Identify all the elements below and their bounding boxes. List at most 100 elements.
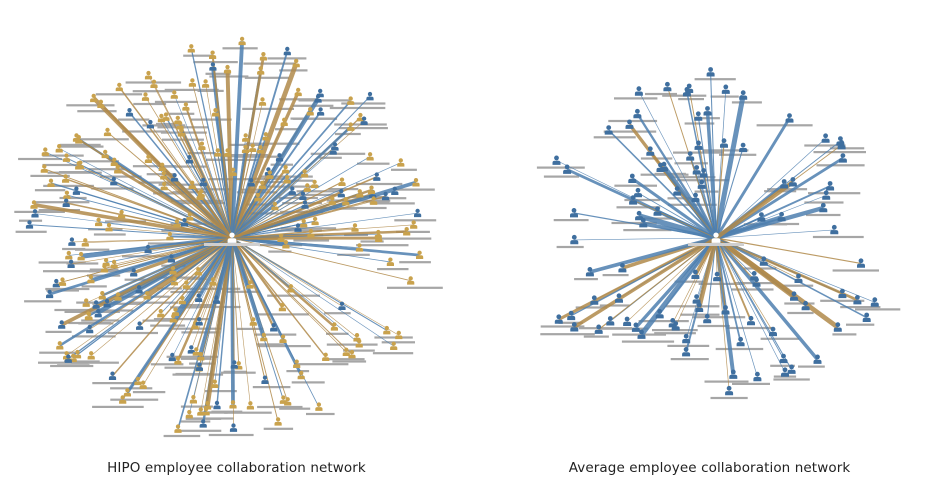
person-icon <box>246 401 254 410</box>
node-label-bar <box>280 227 337 230</box>
person-icon <box>55 144 63 153</box>
node-label-bar <box>245 142 300 145</box>
person-icon <box>747 315 755 326</box>
person-icon <box>788 177 797 187</box>
collaboration-edge <box>715 237 752 322</box>
person-icon <box>821 133 830 143</box>
person-icon <box>739 142 748 153</box>
node-label-bar <box>279 98 316 101</box>
person-icon <box>258 97 267 106</box>
collaboration-edge <box>715 138 826 239</box>
node-label-bar <box>394 219 437 222</box>
node-label-bar <box>224 411 272 414</box>
person-icon <box>90 93 98 103</box>
node-label-bar <box>39 351 77 354</box>
person-icon <box>202 79 210 88</box>
person-icon <box>567 310 576 321</box>
collaboration-edge <box>715 237 727 311</box>
collaboration-edge <box>169 235 233 240</box>
node-label-bar <box>15 230 47 233</box>
node-label-bar <box>556 245 584 249</box>
node-label-bar <box>68 321 111 325</box>
node-label-bar <box>14 210 65 213</box>
person-icon <box>271 201 279 211</box>
person-icon <box>146 119 154 129</box>
center-label-bar <box>688 243 744 246</box>
node-label-bar <box>193 61 238 64</box>
person-icon <box>270 323 278 332</box>
person-icon <box>86 324 94 334</box>
person-icon <box>84 311 92 320</box>
node-label-bar <box>205 390 237 393</box>
person-icon <box>315 402 323 411</box>
person-icon <box>563 164 572 174</box>
collaboration-edge <box>637 192 717 239</box>
person-icon <box>98 291 106 300</box>
node-label-bar <box>278 196 318 200</box>
person-icon <box>410 220 418 229</box>
person-icon <box>241 144 250 154</box>
node-label-bar <box>279 407 311 410</box>
person-icon <box>395 330 403 340</box>
person-icon <box>721 305 730 315</box>
person-icon <box>306 107 314 116</box>
person-icon <box>663 81 672 92</box>
node-label-bar <box>680 313 720 316</box>
person-icon <box>174 356 182 365</box>
node-label-bar <box>181 304 217 307</box>
node-label-bar <box>88 168 127 171</box>
person-icon <box>110 176 118 186</box>
person-icon <box>813 354 822 364</box>
collaboration-edge <box>231 206 276 239</box>
collaboration-edge <box>714 236 819 361</box>
person-icon <box>211 108 220 117</box>
node-label-bar <box>654 332 696 335</box>
person-icon <box>703 106 712 116</box>
person-icon <box>56 341 64 350</box>
collaboration-edge <box>231 237 394 347</box>
node-label-bar <box>692 316 746 319</box>
collaboration-edge <box>676 190 717 239</box>
person-icon <box>317 107 325 116</box>
node-label-bar <box>624 198 660 202</box>
node-label-bar <box>34 201 90 204</box>
node-label-bar <box>267 57 307 60</box>
person-icon <box>703 313 712 324</box>
person-icon <box>182 102 190 111</box>
person-icon <box>171 307 180 316</box>
node-label-bar <box>614 184 657 187</box>
person-icon <box>360 116 368 125</box>
collaboration-edge <box>231 237 343 307</box>
person-icon <box>853 295 862 305</box>
person-icon <box>238 36 246 46</box>
collaboration-edge <box>715 237 786 373</box>
collaboration-edge <box>231 237 360 344</box>
collaboration-edge <box>642 221 717 240</box>
node-label-bar <box>129 301 179 304</box>
person-icon <box>178 295 186 305</box>
node-label-bar <box>24 300 62 303</box>
person-icon <box>322 352 330 362</box>
node-label-bar <box>846 323 875 326</box>
person-icon <box>347 122 355 131</box>
node-label-bar <box>710 95 739 98</box>
person-icon <box>114 165 122 174</box>
collaboration-edge <box>111 237 233 377</box>
person-icon <box>739 90 748 100</box>
node-label-bar <box>64 360 100 363</box>
collaboration-edge <box>594 237 717 301</box>
node-label-bar <box>319 156 342 159</box>
node-label-bar <box>71 361 119 364</box>
person-icon <box>351 223 359 232</box>
collaboration-edge <box>715 236 858 302</box>
node-label-bar <box>45 330 72 333</box>
node-label-bar <box>153 192 184 195</box>
node-label-bar <box>43 184 94 187</box>
node-label-bar <box>202 411 238 414</box>
collaboration-edge <box>231 51 289 239</box>
node-label-bar <box>256 313 309 316</box>
person-icon <box>211 379 219 388</box>
node-label-bar <box>166 355 218 358</box>
node-label-bar <box>375 237 432 240</box>
person-icon <box>115 82 123 92</box>
